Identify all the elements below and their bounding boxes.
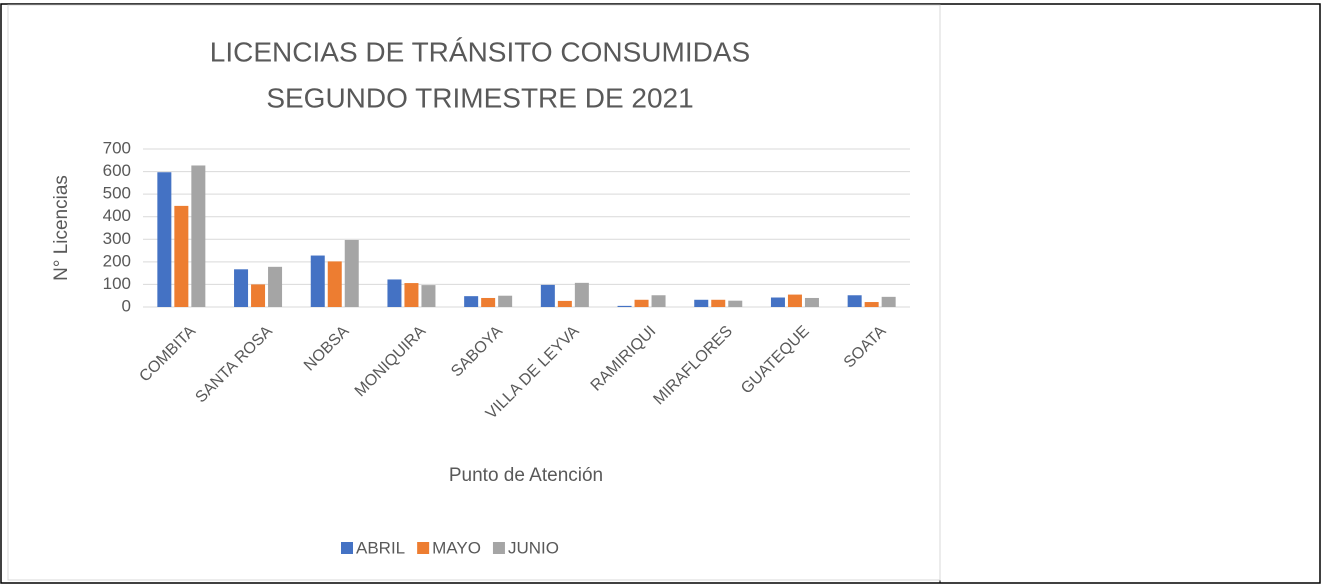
bar <box>327 261 342 307</box>
bar <box>421 285 436 307</box>
y-tick-label: 600 <box>103 161 131 180</box>
bar <box>847 295 862 307</box>
legend-label: JUNIO <box>508 538 559 557</box>
bar <box>157 172 172 307</box>
bar <box>711 299 726 307</box>
table-frame <box>0 3 1321 584</box>
bar <box>574 282 589 307</box>
bar <box>770 297 785 307</box>
bar <box>268 266 283 307</box>
bar <box>404 283 419 307</box>
y-tick-label: 500 <box>103 184 131 203</box>
chart-title: LICENCIAS DE TRÁNSITO CONSUMIDAS <box>210 36 750 67</box>
chart-title: SEGUNDO TRIMESTRE DE 2021 <box>266 82 693 113</box>
bar <box>694 299 709 307</box>
bar <box>498 295 513 307</box>
y-axis-title: N° Licencias <box>51 175 72 281</box>
bar <box>634 299 649 307</box>
legend-swatch <box>417 542 430 554</box>
bar <box>787 294 802 307</box>
bar <box>881 296 896 307</box>
y-tick-label: 0 <box>122 296 131 315</box>
y-tick-label: 100 <box>103 274 131 293</box>
legend-label: MAYO <box>432 538 481 557</box>
bar <box>651 295 666 307</box>
legend-label: ABRIL <box>356 538 405 557</box>
bar <box>617 305 632 307</box>
bar <box>728 300 743 307</box>
bar <box>864 302 879 307</box>
y-tick-label: 300 <box>103 229 131 248</box>
bar <box>251 284 266 307</box>
bar <box>174 205 189 307</box>
legend-swatch <box>341 542 353 554</box>
bar <box>310 255 325 307</box>
bar <box>387 279 402 307</box>
bar <box>191 165 206 307</box>
bar <box>557 300 572 307</box>
bar <box>804 297 819 307</box>
bar <box>344 239 359 307</box>
bar <box>464 296 479 307</box>
legend-swatch <box>492 542 505 554</box>
bar <box>540 284 555 307</box>
y-tick-label: 700 <box>103 138 131 157</box>
bar <box>481 297 496 307</box>
bar <box>234 269 249 307</box>
y-tick-label: 200 <box>103 251 131 270</box>
x-axis-title: Punto de Atención <box>449 465 603 486</box>
y-tick-label: 400 <box>103 206 131 225</box>
